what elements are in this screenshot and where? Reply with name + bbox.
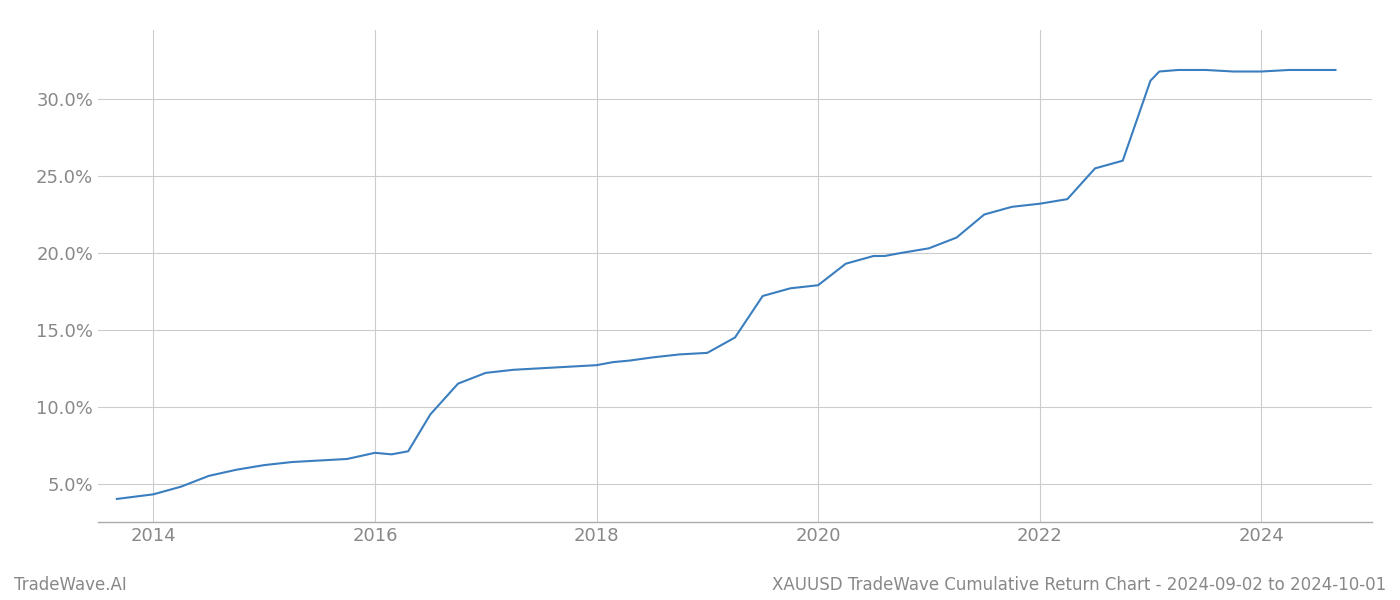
- Text: XAUUSD TradeWave Cumulative Return Chart - 2024-09-02 to 2024-10-01: XAUUSD TradeWave Cumulative Return Chart…: [771, 576, 1386, 594]
- Text: TradeWave.AI: TradeWave.AI: [14, 576, 127, 594]
